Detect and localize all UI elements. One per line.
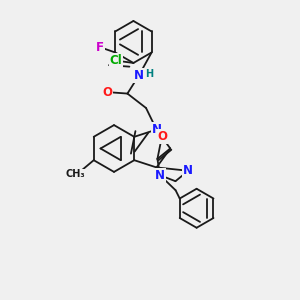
- Text: O: O: [157, 130, 167, 143]
- Text: CH₃: CH₃: [65, 169, 85, 179]
- Text: F: F: [96, 40, 104, 54]
- Text: O: O: [102, 85, 112, 99]
- Text: N: N: [183, 164, 193, 177]
- Text: N: N: [152, 123, 161, 136]
- Text: H: H: [145, 69, 153, 79]
- Text: N: N: [134, 69, 144, 82]
- Text: N: N: [155, 169, 165, 182]
- Text: Cl: Cl: [110, 54, 122, 67]
